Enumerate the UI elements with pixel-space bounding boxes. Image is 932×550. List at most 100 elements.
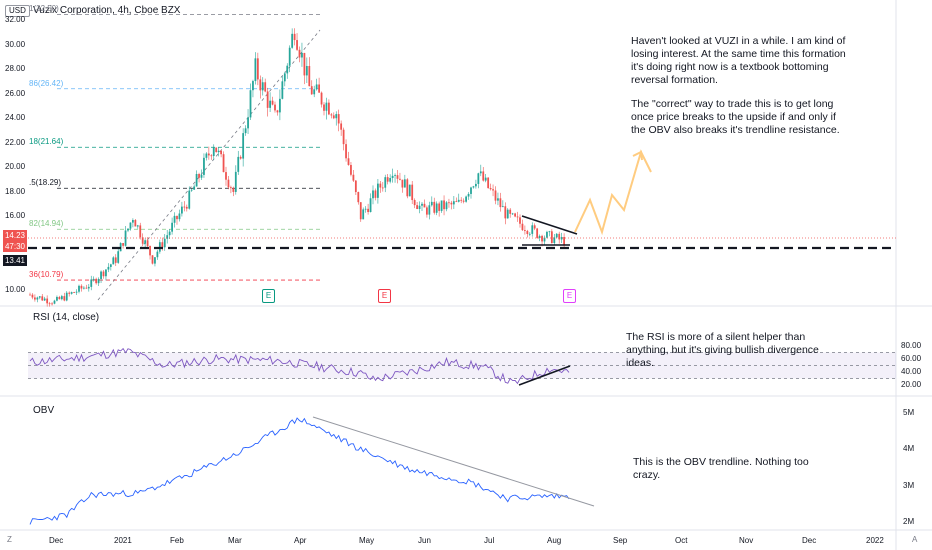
obv-tick-label: 5M [903, 408, 915, 418]
candle [384, 177, 387, 188]
candle [563, 236, 565, 246]
price-tick-label: 32.00 [5, 15, 26, 25]
candle [279, 98, 281, 113]
candle [198, 173, 200, 178]
candle [374, 190, 377, 198]
candle [421, 203, 423, 206]
zoom-icon[interactable]: Z [7, 535, 12, 544]
candle [97, 278, 100, 284]
earnings-marker[interactable]: E [378, 289, 391, 303]
candle [269, 100, 271, 108]
candle [514, 213, 516, 217]
price-tick-label: 26.00 [5, 88, 26, 98]
candle [440, 200, 443, 211]
candle [288, 47, 291, 66]
candle [531, 225, 534, 234]
currency-selector[interactable]: USD [5, 5, 30, 17]
candle [92, 278, 95, 280]
candle [252, 81, 254, 91]
fib-level-label: 1(32.50) [29, 4, 59, 14]
candle [261, 82, 264, 91]
candle [457, 199, 460, 202]
candle [325, 102, 328, 111]
rsi-legend[interactable]: RSI (14, close) [33, 312, 100, 323]
candle [541, 235, 543, 242]
fib-retracement[interactable] [57, 13, 322, 281]
obv-legend[interactable]: OBV [33, 405, 55, 416]
candle [232, 188, 235, 192]
candle [310, 86, 313, 95]
candle [247, 117, 249, 129]
candle [423, 203, 426, 208]
price-note-2[interactable]: The "correct" way to trade this is to ge… [631, 98, 840, 136]
obv-tick-label: 3M [903, 480, 915, 490]
earnings-marker[interactable]: E [563, 289, 576, 303]
candle [220, 150, 222, 155]
candle [210, 155, 213, 157]
price-note-1[interactable]: Haven't looked at VUZI in a while. I am … [631, 35, 849, 86]
candle [70, 292, 73, 294]
time-tick-label: May [359, 536, 375, 545]
obv-note[interactable]: This is the OBV trendline. Nothing too c… [633, 456, 812, 481]
candle [146, 240, 149, 246]
candle [259, 79, 262, 91]
fib-level-label: 36(10.79) [29, 270, 64, 280]
rsi-note[interactable]: The RSI is more of a silent helper than … [626, 331, 822, 369]
candle [506, 209, 509, 219]
candle [78, 285, 80, 292]
fib-level-label: 18(21.64) [29, 137, 64, 147]
candle [462, 200, 465, 202]
candle [411, 184, 414, 201]
candle [281, 81, 284, 99]
time-tick-label: Nov [739, 536, 754, 545]
rsi-divergence-line[interactable] [518, 365, 571, 386]
candle [443, 200, 445, 210]
obv-trendline[interactable] [312, 416, 595, 507]
candle [511, 213, 514, 215]
candle [56, 296, 58, 301]
candle [217, 150, 220, 153]
projection-path[interactable] [574, 149, 652, 236]
auto-scale-button[interactable]: A [912, 535, 918, 544]
candle [102, 271, 105, 277]
candle [381, 187, 384, 189]
candle [185, 206, 188, 209]
candle [283, 73, 286, 82]
candle [538, 235, 541, 238]
candle [328, 102, 330, 115]
candle [558, 233, 561, 240]
candle [234, 171, 237, 192]
candle [386, 177, 389, 182]
candle [472, 186, 475, 188]
candle [494, 190, 497, 201]
price-tick-label: 22.00 [5, 137, 26, 147]
fib-trendline[interactable] [97, 29, 321, 301]
candle [34, 297, 36, 300]
candle [132, 219, 134, 223]
candle [188, 190, 191, 209]
candle [455, 201, 458, 203]
candle [230, 187, 232, 189]
candle [308, 65, 311, 87]
candle [36, 297, 39, 300]
earnings-marker[interactable]: E [262, 289, 275, 303]
candle [342, 129, 345, 145]
candle [389, 178, 392, 182]
rsi-tick-label: 60.00 [901, 354, 922, 363]
triangle-upper-line[interactable] [521, 215, 578, 235]
candle [100, 271, 102, 279]
price-tick-label: 16.00 [5, 211, 26, 221]
fib-level-label: 86(26.42) [29, 78, 64, 88]
candle [497, 198, 499, 201]
time-tick-label: 2021 [114, 536, 132, 545]
candle [291, 33, 294, 48]
candle [516, 216, 519, 218]
candle [487, 177, 490, 189]
candle [492, 189, 494, 191]
candle [504, 206, 507, 219]
symbol-title[interactable]: Vuzix Corporation, 4h, Cboe BZX [33, 5, 181, 16]
candle [227, 179, 230, 188]
candle [215, 147, 218, 153]
candle [406, 179, 409, 197]
